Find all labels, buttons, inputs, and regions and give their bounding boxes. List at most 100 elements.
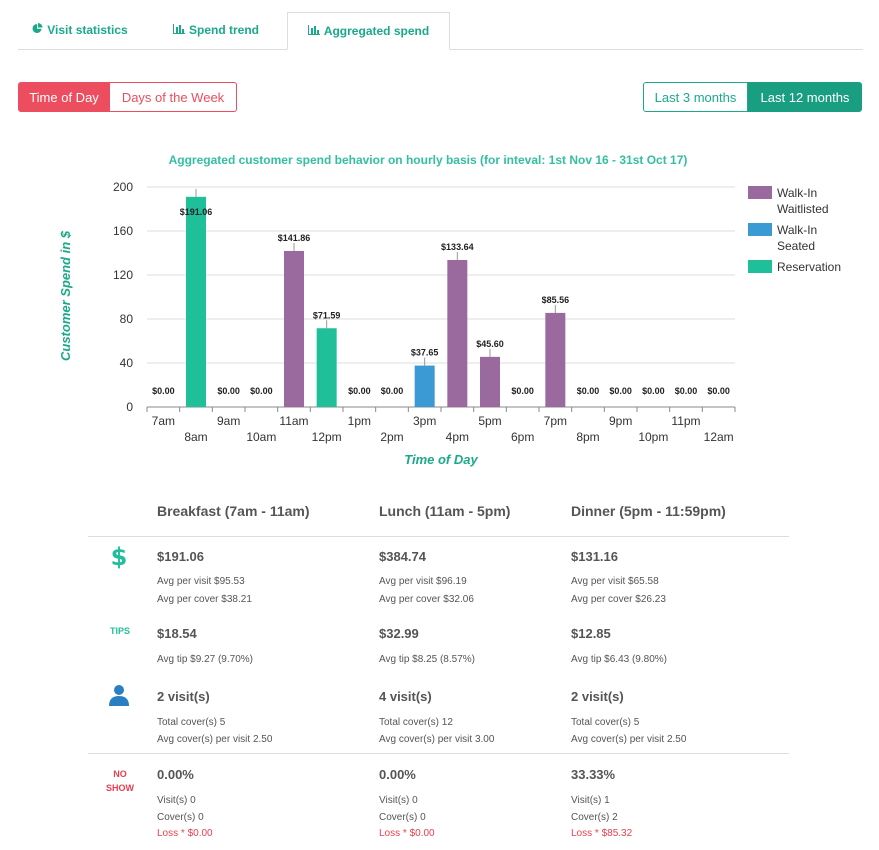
spend-value: $384.74 xyxy=(379,549,426,564)
noshow-label-line: NO xyxy=(113,769,127,779)
noshow-covers: Cover(s) 0 xyxy=(379,812,426,823)
avg-tip: Avg tip $8.25 (8.57%) xyxy=(379,654,475,665)
noshow-covers: Cover(s) 2 xyxy=(571,812,618,823)
x-tick-label: 8am xyxy=(184,430,207,444)
y-tick-label: 0 xyxy=(126,400,133,414)
chart-title: Aggregated customer spend behavior on ho… xyxy=(169,153,688,167)
data-label: $45.60 xyxy=(476,339,504,349)
x-tick-label: 10am xyxy=(246,430,276,444)
divider xyxy=(88,536,789,537)
legend-swatch xyxy=(748,223,772,236)
data-label: $0.00 xyxy=(675,386,698,396)
total-covers: Total cover(s) 5 xyxy=(157,717,226,728)
data-label: $0.00 xyxy=(511,386,534,396)
tab-label: Spend trend xyxy=(188,23,259,37)
noshow-visits: Visit(s) 0 xyxy=(157,795,196,806)
data-label: $133.64 xyxy=(441,242,474,252)
legend-swatch xyxy=(748,186,772,199)
x-tick-label: 2pm xyxy=(380,430,403,444)
tab-bar: Visit statistics Spend trend Aggregated … xyxy=(18,12,863,50)
bar xyxy=(414,365,435,407)
noshow-percent: 0.00% xyxy=(379,767,416,782)
data-label: $0.00 xyxy=(642,386,665,396)
x-tick-label: 7pm xyxy=(544,414,567,428)
column-header: Lunch (11am - 5pm) xyxy=(379,503,511,519)
x-tick-label: 9pm xyxy=(609,414,632,428)
avg-per-visit: Avg per visit $65.58 xyxy=(571,576,659,587)
tips-value: $32.99 xyxy=(379,626,419,641)
noshow-covers: Cover(s) 0 xyxy=(157,812,204,823)
legend-swatch xyxy=(748,260,772,273)
tab-visit-statistics[interactable]: Visit statistics xyxy=(18,12,142,48)
total-covers: Total cover(s) 12 xyxy=(379,717,453,728)
data-label: $0.00 xyxy=(707,386,730,396)
noshow-label: NO SHOW xyxy=(100,767,140,795)
tips-value: $12.85 xyxy=(571,626,611,641)
loss-value: Loss * $85.32 xyxy=(571,828,633,839)
user-icon xyxy=(108,684,130,708)
visits-value: 2 visit(s) xyxy=(571,689,624,704)
y-tick-label: 200 xyxy=(113,180,133,194)
bars xyxy=(186,196,566,407)
days-of-week-button[interactable]: Days of the Week xyxy=(110,82,237,112)
bar xyxy=(545,312,566,407)
bar xyxy=(186,196,206,407)
x-tick-label: 4pm xyxy=(446,430,469,444)
legend-label: Seated xyxy=(777,239,815,253)
data-label: $0.00 xyxy=(577,386,600,396)
tab-aggregated-spend[interactable]: Aggregated spend xyxy=(287,12,450,50)
column-header: Dinner (5pm - 11:59pm) xyxy=(571,503,726,519)
x-tick-label: 10pm xyxy=(638,430,668,444)
x-tick-label: 7am xyxy=(152,414,175,428)
visits-value: 4 visit(s) xyxy=(379,689,432,704)
avg-per-visit: Avg per visit $95.53 xyxy=(157,576,245,587)
x-tick-label: 12am xyxy=(704,430,734,444)
avg-per-cover: Avg per cover $38.21 xyxy=(157,594,252,605)
last-12-months-button[interactable]: Last 12 months xyxy=(748,82,862,112)
avg-covers: Avg cover(s) per visit 2.50 xyxy=(157,734,273,745)
tab-label: Aggregated spend xyxy=(323,24,430,38)
last-3-months-button[interactable]: Last 3 months xyxy=(643,82,748,112)
data-label: $0.00 xyxy=(152,386,175,396)
avg-tip: Avg tip $6.43 (9.80%) xyxy=(571,654,667,665)
noshow-percent: 0.00% xyxy=(157,767,194,782)
x-tick-label: 9am xyxy=(217,414,240,428)
data-label: $0.00 xyxy=(381,386,404,396)
data-label: $71.59 xyxy=(313,310,341,320)
noshow-visits: Visit(s) 1 xyxy=(571,795,610,806)
legend-label: Walk-In xyxy=(777,223,817,237)
data-label: $37.65 xyxy=(411,348,439,358)
bar-chart-icon xyxy=(172,12,185,48)
bar xyxy=(480,356,500,407)
svg-text:$: $ xyxy=(111,543,128,571)
x-tick-label: 11pm xyxy=(671,414,700,428)
legend-label: Walk-In xyxy=(777,186,817,200)
bar-chart-icon xyxy=(307,13,320,49)
data-labels: $0.00 $191.06 $0.00 $0.00 $141.86 $71.59 $0.00… xyxy=(152,188,730,396)
tips-label: TIPS xyxy=(109,626,130,636)
avg-per-cover: Avg per cover $26.23 xyxy=(571,594,666,605)
y-tick-label: 120 xyxy=(113,268,133,282)
tab-spend-trend[interactable]: Spend trend xyxy=(160,12,272,48)
x-tick-label: 5pm xyxy=(478,414,501,428)
column-header: Breakfast (7am - 11am) xyxy=(157,503,310,519)
loss-value: Loss * $0.00 xyxy=(157,828,213,839)
bar xyxy=(284,250,304,407)
data-label: $191.06 xyxy=(180,207,213,217)
data-label: $0.00 xyxy=(609,386,632,396)
y-tick-label: 40 xyxy=(120,356,134,370)
time-of-day-button[interactable]: Time of Day xyxy=(18,82,110,112)
legend-label: Reservation xyxy=(777,260,841,274)
data-label: $0.00 xyxy=(217,386,240,396)
total-covers: Total cover(s) 5 xyxy=(571,717,640,728)
avg-covers: Avg cover(s) per visit 2.50 xyxy=(571,734,687,745)
noshow-visits: Visit(s) 0 xyxy=(379,795,418,806)
divider xyxy=(88,753,789,754)
visits-value: 2 visit(s) xyxy=(157,689,210,704)
spend-value: $191.06 xyxy=(157,549,204,564)
avg-tip: Avg tip $9.27 (9.70%) xyxy=(157,654,253,665)
spend-value: $131.16 xyxy=(571,549,618,564)
y-axis-title: Customer Spend in $ xyxy=(58,230,73,361)
noshow-label-line: SHOW xyxy=(106,783,134,793)
